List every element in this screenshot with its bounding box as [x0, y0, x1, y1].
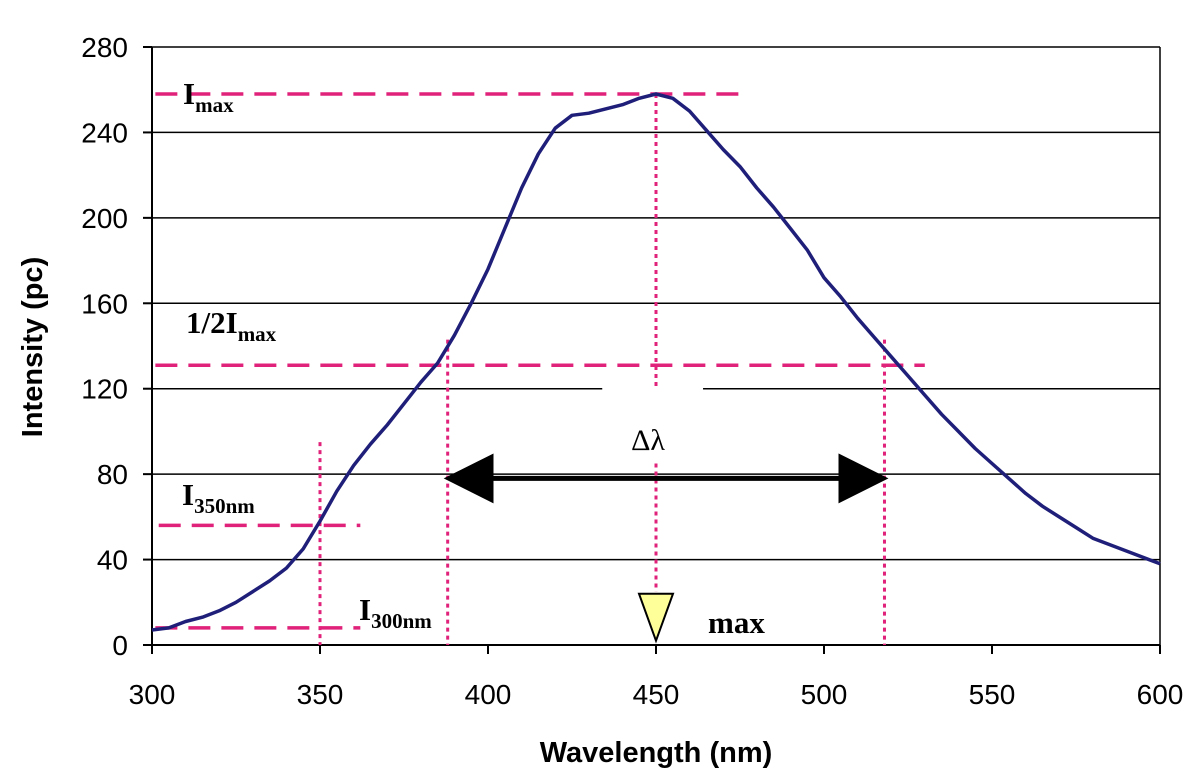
x-tick-label-550: 550: [969, 679, 1016, 710]
annotations: Imax 1/2Imax I350nm I300nm Δλ max Wavele…: [17, 76, 772, 769]
y-tick-label-280: 280: [81, 32, 128, 63]
y-tick-label-40: 40: [97, 545, 128, 576]
x-tick-label-400: 400: [465, 679, 512, 710]
lambda-max-triangle: [637, 592, 675, 644]
y-tick-label-0: 0: [112, 630, 128, 661]
delta-lambda-label: Δλ: [631, 424, 665, 457]
x-tick-label-450: 450: [633, 679, 680, 710]
lambda-max-label: max: [708, 605, 765, 640]
y-tick-label-80: 80: [97, 459, 128, 490]
series-line-0: [151, 92, 1161, 632]
y-tick-label-240: 240: [81, 117, 128, 148]
axes: [143, 46, 1161, 654]
y-tick-label-160: 160: [81, 288, 128, 319]
i-350nm-label: I350nm: [182, 477, 255, 518]
tick-labels: 0 40 80 120 160 200 240 280 300 350 400 450 500 550 60…: [81, 32, 1183, 710]
x-tick-label-600: 600: [1137, 679, 1184, 710]
y-tick-label-120: 120: [81, 374, 128, 405]
x-tick-label-500: 500: [801, 679, 848, 710]
y-axis-title: Intensity (pc): [17, 257, 49, 437]
i-300nm-label: I300nm: [359, 592, 432, 633]
y-tick-label-200: 200: [81, 203, 128, 234]
x-tick-label-300: 300: [129, 679, 176, 710]
half-i-max-label: 1/2Imax: [186, 305, 277, 346]
series-layer: [151, 92, 1161, 632]
i-max-label: Imax: [183, 76, 234, 117]
x-tick-label-350: 350: [297, 679, 344, 710]
guide-lines: [155, 92, 925, 645]
x-axis-title: Wavelength (nm): [540, 737, 773, 769]
